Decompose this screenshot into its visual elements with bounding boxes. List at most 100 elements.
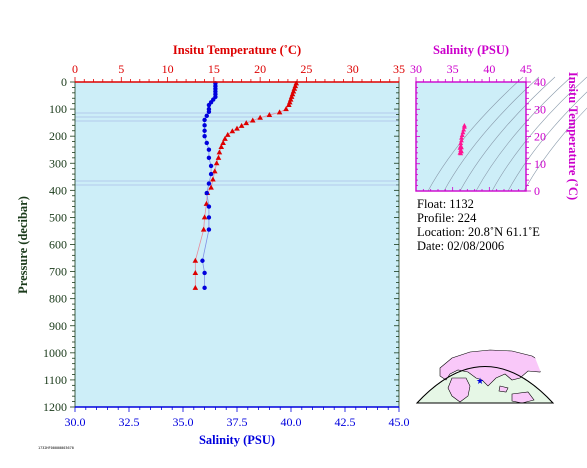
salinity-point bbox=[206, 109, 212, 114]
salinity-axis-ticks: 30.0 32.5 35.0 37.5 40.0 42.5 45.0 bbox=[65, 407, 410, 429]
inset-ts-point bbox=[458, 140, 464, 146]
temperature-point bbox=[222, 135, 228, 141]
main-pressure-ticks: 0 100 200 300 400 500 600 700 800 900 1000 1100 1200 bbox=[43, 75, 399, 414]
inset-temperature-tick-label: 20 bbox=[534, 130, 546, 144]
pressure-tick-label: 1200 bbox=[43, 400, 67, 414]
temperature-point bbox=[276, 109, 283, 115]
salinity-point bbox=[202, 128, 207, 133]
salinity-point bbox=[206, 215, 212, 220]
temperature-tick-label: 25 bbox=[300, 62, 312, 76]
salinity-point bbox=[200, 258, 205, 263]
inset-y-ticks: 0 10 20 30 40 bbox=[416, 75, 546, 198]
temperature-tick-label: 30 bbox=[347, 62, 359, 76]
salinity-tick-label: 37.5 bbox=[227, 415, 248, 429]
inset-temperature-title: Insitu Temperature (˚C) bbox=[566, 72, 580, 200]
salinity-point bbox=[206, 155, 212, 161]
temperature-point bbox=[220, 139, 226, 145]
salinity-point bbox=[206, 181, 212, 186]
inset-temperature-tick-label: 40 bbox=[534, 75, 546, 89]
pressure-tick-label: 100 bbox=[49, 102, 67, 116]
salinity-tick-label: 45.0 bbox=[389, 415, 410, 429]
float-location: Location: 20.8˚N 61.1˚E bbox=[417, 225, 540, 239]
inset-guide-lines bbox=[75, 112, 399, 186]
profile-date: Date: 02/08/2006 bbox=[417, 239, 505, 253]
salinity-point bbox=[202, 270, 207, 276]
density-contour bbox=[475, 76, 572, 192]
inset-density-contours bbox=[427, 76, 587, 192]
temperature-point bbox=[200, 226, 207, 232]
temperature-point bbox=[192, 257, 199, 263]
map-land bbox=[439, 349, 546, 403]
figure-stamp: 1732HF00000003670 bbox=[38, 446, 74, 450]
temperature-point bbox=[213, 160, 220, 166]
profile-number: Profile: 224 bbox=[417, 211, 477, 225]
inset-salinity-title: Salinity (PSU) bbox=[433, 43, 509, 57]
density-contour bbox=[427, 76, 524, 192]
inset-salinity-tick-label: 45 bbox=[520, 62, 532, 76]
pressure-tick-label: 1100 bbox=[43, 373, 67, 387]
salinity-tick-label: 42.5 bbox=[335, 415, 356, 429]
temperature-tick-label: 0 bbox=[72, 62, 78, 76]
salinity-series bbox=[200, 81, 218, 291]
temperature-point bbox=[192, 269, 199, 275]
temperature-point bbox=[234, 125, 240, 131]
salinity-point bbox=[204, 140, 209, 146]
temperature-tick-label: 20 bbox=[254, 62, 266, 76]
salinity-tick-label: 40.0 bbox=[281, 415, 302, 429]
main-plot-background bbox=[75, 82, 399, 407]
temperature-tick-label: 10 bbox=[162, 62, 174, 76]
salinity-tick-label: 32.5 bbox=[119, 415, 140, 429]
temperature-point bbox=[286, 102, 292, 108]
float-position-marker: ★ bbox=[476, 376, 484, 386]
pressure-tick-label: 900 bbox=[49, 319, 67, 333]
salinity-axis-title: Salinity (PSU) bbox=[199, 433, 275, 447]
density-contour bbox=[443, 76, 540, 192]
inset-temperature-tick-label: 10 bbox=[534, 157, 546, 171]
temperature-point bbox=[238, 122, 245, 128]
pressure-tick-label: 600 bbox=[49, 238, 67, 252]
temperature-point bbox=[192, 284, 199, 290]
temperature-point bbox=[215, 154, 222, 160]
salinity-tick-label: 35.0 bbox=[173, 415, 194, 429]
inset-salinity-tick-label: 35 bbox=[447, 62, 459, 76]
salinity-point bbox=[208, 171, 214, 177]
float-info-panel: Float: 1132 Profile: 224 Location: 20.8˚… bbox=[417, 197, 540, 253]
inset-ts-point bbox=[459, 137, 464, 143]
salinity-tick-label: 30.0 bbox=[65, 415, 86, 429]
temperature-axis-ticks: 0 5 10 15 20 25 30 35 bbox=[72, 62, 405, 82]
pressure-tick-label: 800 bbox=[49, 292, 67, 306]
pressure-tick-label: 700 bbox=[49, 265, 67, 279]
inset-salinity-tick-label: 40 bbox=[483, 62, 495, 76]
temperature-point bbox=[211, 168, 218, 174]
salinity-point bbox=[204, 113, 209, 119]
temperature-point bbox=[243, 120, 250, 126]
pressure-tick-label: 1000 bbox=[43, 346, 67, 360]
inset-ts-point bbox=[461, 127, 467, 132]
density-contour bbox=[507, 91, 587, 192]
pressure-axis-title: Pressure (decibar) bbox=[16, 196, 30, 294]
temperature-point bbox=[216, 149, 223, 155]
temperature-point bbox=[249, 117, 256, 123]
inset-ts-point bbox=[459, 144, 464, 150]
salinity-point bbox=[202, 133, 207, 139]
inset-ts-point bbox=[459, 135, 464, 140]
density-contour bbox=[491, 76, 587, 192]
pressure-tick-label: 300 bbox=[49, 156, 67, 170]
inset-ts-points bbox=[457, 123, 467, 156]
salinity-point bbox=[202, 285, 207, 291]
map-outline bbox=[415, 366, 555, 404]
pressure-tick-label: 200 bbox=[49, 129, 67, 143]
pressure-tick-label: 0 bbox=[61, 75, 67, 89]
temperature-point bbox=[229, 128, 236, 134]
salinity-point bbox=[204, 190, 209, 196]
inset-ts-point bbox=[462, 124, 467, 129]
temperature-point bbox=[257, 114, 263, 120]
temperature-point bbox=[201, 214, 208, 220]
location-map: ★ bbox=[415, 349, 555, 404]
inset-plot-frame bbox=[415, 81, 527, 192]
temperature-tick-label: 5 bbox=[118, 62, 124, 76]
temperature-point bbox=[208, 184, 214, 190]
salinity-point bbox=[206, 102, 212, 108]
